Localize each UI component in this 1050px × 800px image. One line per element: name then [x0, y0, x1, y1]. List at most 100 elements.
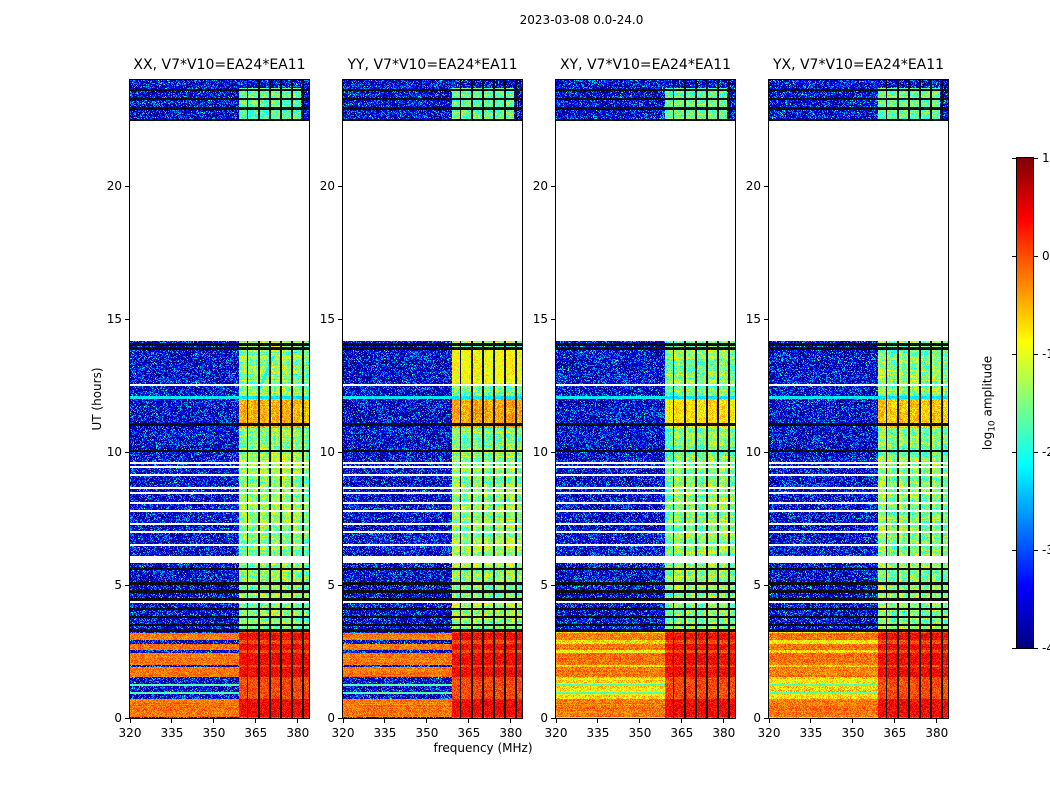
- y-tick-mark: [764, 585, 769, 586]
- x-tick-mark: [556, 718, 557, 723]
- panel-xy: XY, V7*V10=EA24*EA11 0 5 10 15 20 320 335 350 365…: [556, 80, 735, 718]
- y-tick-label: 0: [514, 710, 548, 726]
- colorbar-label-prefix: log: [980, 432, 994, 450]
- x-tick-label: 320: [326, 726, 360, 740]
- y-tick-mark: [764, 452, 769, 453]
- x-tick-label: 380: [494, 726, 528, 740]
- y-tick-label: 15: [514, 311, 548, 327]
- y-tick-mark: [338, 585, 343, 586]
- x-tick-label: 335: [794, 726, 828, 740]
- panel-yy: YY, V7*V10=EA24*EA11 0 5 10 15 20 320 335 350 365…: [343, 80, 522, 718]
- y-tick-label: 20: [514, 178, 548, 194]
- y-tick-label: 5: [727, 577, 761, 593]
- spectrogram-canvas: [343, 80, 522, 718]
- x-tick-mark: [343, 718, 344, 723]
- colorbar-tick-mark: [1012, 550, 1016, 551]
- colorbar-label-suffix: amplitude: [980, 356, 994, 420]
- x-tick-label: 335: [155, 726, 189, 740]
- y-tick-mark: [338, 452, 343, 453]
- colorbar-tick-mark: [1012, 354, 1016, 355]
- x-tick-mark: [255, 718, 256, 723]
- y-tick-label: 20: [301, 178, 335, 194]
- y-tick-mark: [125, 585, 130, 586]
- colorbar-tick-label: -3: [1042, 542, 1050, 558]
- colorbar-label: log10 amplitude: [980, 356, 997, 450]
- panel-title: XY, V7*V10=EA24*EA11: [560, 57, 731, 73]
- y-tick-mark: [125, 319, 130, 320]
- colorbar: log10 amplitude 10-1-2-3-4: [1017, 158, 1033, 648]
- spectrogram-canvas: [556, 80, 735, 718]
- x-tick-label: 350: [197, 726, 231, 740]
- colorbar-gradient: [1017, 158, 1033, 648]
- colorbar-tick-mark: [1034, 452, 1038, 453]
- y-axis-label: UT (hours): [90, 367, 104, 430]
- x-tick-label: 320: [539, 726, 573, 740]
- x-tick-label: 350: [623, 726, 657, 740]
- figure-title: 2023-03-08 0.0-24.0: [130, 13, 1033, 27]
- panel-title: YX, V7*V10=EA24*EA11: [773, 57, 944, 73]
- x-tick-label: 350: [836, 726, 870, 740]
- colorbar-tick-label: 0: [1042, 248, 1050, 264]
- colorbar-tick-mark: [1012, 158, 1016, 159]
- colorbar-tick-mark: [1034, 648, 1038, 649]
- colorbar-frame: [1016, 157, 1034, 649]
- y-tick-mark: [551, 452, 556, 453]
- colorbar-tick-mark: [1012, 452, 1016, 453]
- y-tick-label: 15: [301, 311, 335, 327]
- colorbar-tick-mark: [1034, 256, 1038, 257]
- panel-title: XX, V7*V10=EA24*EA11: [133, 57, 305, 73]
- y-tick-label: 5: [88, 577, 122, 593]
- x-tick-mark: [894, 718, 895, 723]
- y-tick-mark: [764, 186, 769, 187]
- x-tick-mark: [852, 718, 853, 723]
- x-tick-mark: [769, 718, 770, 723]
- x-tick-label: 335: [368, 726, 402, 740]
- y-tick-label: 5: [514, 577, 548, 593]
- x-tick-mark: [468, 718, 469, 723]
- x-tick-mark: [723, 718, 724, 723]
- y-tick-mark: [338, 319, 343, 320]
- colorbar-tick-label: -4: [1042, 640, 1050, 656]
- y-tick-mark: [551, 585, 556, 586]
- colorbar-tick-mark: [1034, 550, 1038, 551]
- x-tick-label: 380: [920, 726, 954, 740]
- x-tick-mark: [510, 718, 511, 723]
- y-tick-mark: [125, 452, 130, 453]
- y-tick-mark: [338, 186, 343, 187]
- x-tick-label: 365: [452, 726, 486, 740]
- x-tick-label: 335: [581, 726, 615, 740]
- x-tick-mark: [810, 718, 811, 723]
- x-axis-label: frequency (MHz): [130, 741, 836, 755]
- y-tick-mark: [125, 186, 130, 187]
- x-tick-label: 320: [113, 726, 147, 740]
- x-tick-mark: [171, 718, 172, 723]
- y-tick-label: 10: [88, 444, 122, 460]
- colorbar-tick-mark: [1034, 354, 1038, 355]
- x-tick-label: 320: [752, 726, 786, 740]
- panel-yx: YX, V7*V10=EA24*EA11 0 5 10 15 20 320 335 350 365…: [769, 80, 948, 718]
- colorbar-label-sub: 10: [988, 420, 998, 431]
- x-tick-mark: [130, 718, 131, 723]
- y-tick-label: 20: [88, 178, 122, 194]
- x-tick-mark: [639, 718, 640, 723]
- spectrogram-figure: 2023-03-08 0.0-24.0 UT (hours) frequency…: [0, 0, 1050, 800]
- colorbar-tick-label: -2: [1042, 444, 1050, 460]
- y-tick-label: 10: [514, 444, 548, 460]
- y-tick-label: 15: [88, 311, 122, 327]
- y-tick-mark: [551, 186, 556, 187]
- x-tick-label: 365: [665, 726, 699, 740]
- x-tick-label: 350: [410, 726, 444, 740]
- x-tick-label: 365: [878, 726, 912, 740]
- y-tick-label: 5: [301, 577, 335, 593]
- colorbar-tick-mark: [1012, 256, 1016, 257]
- x-tick-mark: [597, 718, 598, 723]
- y-tick-label: 0: [88, 710, 122, 726]
- x-tick-mark: [936, 718, 937, 723]
- panel-xx: XX, V7*V10=EA24*EA11 0 5 10 15 20 320 335 350 365…: [130, 80, 309, 718]
- spectrogram-canvas: [769, 80, 948, 718]
- x-tick-label: 380: [707, 726, 741, 740]
- colorbar-tick-label: -1: [1042, 346, 1050, 362]
- x-tick-label: 365: [239, 726, 273, 740]
- y-tick-label: 0: [727, 710, 761, 726]
- y-tick-mark: [551, 319, 556, 320]
